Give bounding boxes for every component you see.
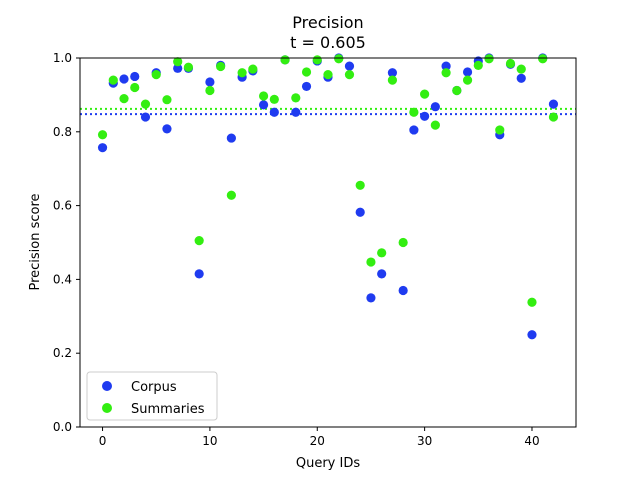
legend-marker-summaries bbox=[102, 403, 112, 413]
point-summaries-3 bbox=[130, 82, 140, 93]
y-tick-label-0.4: 0.4 bbox=[53, 272, 72, 286]
legend-label-corpus: Corpus bbox=[131, 380, 177, 395]
y-tick-label-0.6: 0.6 bbox=[53, 199, 72, 213]
point-summaries-28 bbox=[398, 237, 408, 248]
point-summaries-13 bbox=[237, 68, 247, 78]
point-summaries-36 bbox=[484, 54, 494, 64]
legend: Corpus Summaries bbox=[86, 371, 218, 421]
point-summaries-14 bbox=[248, 64, 258, 74]
point-summaries-30 bbox=[420, 89, 430, 99]
y-tick-label-0.2: 0.2 bbox=[53, 346, 72, 360]
point-summaries-5 bbox=[151, 70, 161, 80]
point-corpus-39 bbox=[516, 73, 526, 83]
x-tick-label-30: 30 bbox=[417, 434, 432, 448]
point-corpus-0 bbox=[97, 143, 108, 153]
point-corpus-26 bbox=[377, 269, 387, 279]
point-summaries-2 bbox=[119, 93, 129, 104]
point-corpus-7 bbox=[173, 63, 183, 73]
y-tick-label-0: 0.0 bbox=[53, 420, 72, 434]
point-corpus-27 bbox=[387, 68, 398, 78]
point-summaries-41 bbox=[538, 54, 548, 64]
point-summaries-18 bbox=[291, 93, 301, 103]
point-summaries-15 bbox=[258, 91, 269, 101]
point-summaries-37 bbox=[495, 125, 505, 135]
point-summaries-0 bbox=[97, 130, 108, 140]
point-corpus-25 bbox=[366, 293, 376, 303]
point-summaries-19 bbox=[301, 67, 312, 77]
point-summaries-22 bbox=[334, 54, 344, 64]
point-summaries-6 bbox=[162, 95, 172, 105]
x-tick-label-0: 0 bbox=[99, 434, 107, 448]
x-tick-label-40: 40 bbox=[524, 434, 539, 448]
point-summaries-27 bbox=[387, 75, 398, 85]
point-summaries-33 bbox=[452, 85, 462, 96]
point-summaries-10 bbox=[205, 85, 215, 96]
legend-label-summaries: Summaries bbox=[131, 402, 205, 417]
point-summaries-38 bbox=[505, 58, 516, 69]
point-corpus-16 bbox=[269, 107, 279, 117]
point-corpus-30 bbox=[420, 111, 430, 121]
point-corpus-3 bbox=[130, 71, 140, 82]
point-corpus-40 bbox=[527, 330, 537, 340]
plot-area: 0 10 20 30 40 0.0 0.2 0.4 0.6 0.8 1.0 bbox=[53, 51, 577, 448]
point-summaries-11 bbox=[216, 61, 226, 72]
point-summaries-40 bbox=[527, 297, 537, 307]
point-corpus-15 bbox=[258, 100, 269, 110]
point-summaries-17 bbox=[280, 55, 290, 65]
x-axis-label: Query IDs bbox=[296, 456, 360, 471]
point-summaries-1 bbox=[108, 75, 118, 85]
point-corpus-19 bbox=[301, 81, 312, 92]
point-corpus-28 bbox=[398, 285, 408, 296]
chart-title: Precision bbox=[292, 13, 363, 32]
point-summaries-7 bbox=[173, 57, 183, 67]
point-corpus-32 bbox=[441, 61, 451, 71]
point-corpus-6 bbox=[162, 124, 172, 134]
point-summaries-29 bbox=[409, 107, 419, 117]
point-summaries-8 bbox=[183, 62, 194, 72]
point-corpus-31 bbox=[430, 102, 440, 112]
point-summaries-42 bbox=[548, 112, 559, 122]
y-tick-label-0.8: 0.8 bbox=[53, 125, 72, 139]
point-corpus-9 bbox=[194, 269, 204, 279]
point-corpus-12 bbox=[226, 133, 236, 143]
point-corpus-4 bbox=[140, 112, 151, 122]
point-summaries-35 bbox=[473, 60, 483, 70]
legend-marker-corpus bbox=[102, 381, 112, 391]
point-summaries-32 bbox=[441, 68, 451, 78]
point-summaries-39 bbox=[516, 64, 526, 74]
point-corpus-42 bbox=[548, 99, 559, 109]
y-axis-label: Precision score bbox=[28, 193, 43, 290]
point-summaries-24 bbox=[355, 180, 365, 190]
chart-subtitle: t = 0.605 bbox=[290, 33, 366, 52]
point-corpus-2 bbox=[119, 74, 129, 84]
legend-box bbox=[86, 371, 218, 421]
point-summaries-20 bbox=[312, 55, 322, 65]
x-tick-label-20: 20 bbox=[310, 434, 325, 448]
point-summaries-26 bbox=[377, 248, 387, 258]
point-corpus-10 bbox=[205, 77, 215, 87]
y-tick-label-1: 1.0 bbox=[53, 51, 72, 65]
point-corpus-34 bbox=[462, 67, 473, 77]
point-corpus-29 bbox=[409, 125, 419, 135]
point-summaries-4 bbox=[140, 99, 151, 109]
point-summaries-25 bbox=[366, 257, 376, 267]
point-corpus-24 bbox=[355, 207, 365, 217]
x-tick-label-10: 10 bbox=[202, 434, 217, 448]
point-corpus-23 bbox=[344, 61, 355, 71]
point-summaries-31 bbox=[430, 120, 440, 130]
point-summaries-9 bbox=[194, 236, 204, 246]
point-summaries-21 bbox=[323, 70, 333, 80]
point-summaries-34 bbox=[462, 75, 473, 85]
point-summaries-16 bbox=[269, 94, 279, 104]
point-corpus-18 bbox=[291, 107, 301, 117]
point-summaries-12 bbox=[226, 190, 236, 200]
axes-frame bbox=[79, 57, 577, 428]
point-summaries-23 bbox=[344, 70, 355, 80]
